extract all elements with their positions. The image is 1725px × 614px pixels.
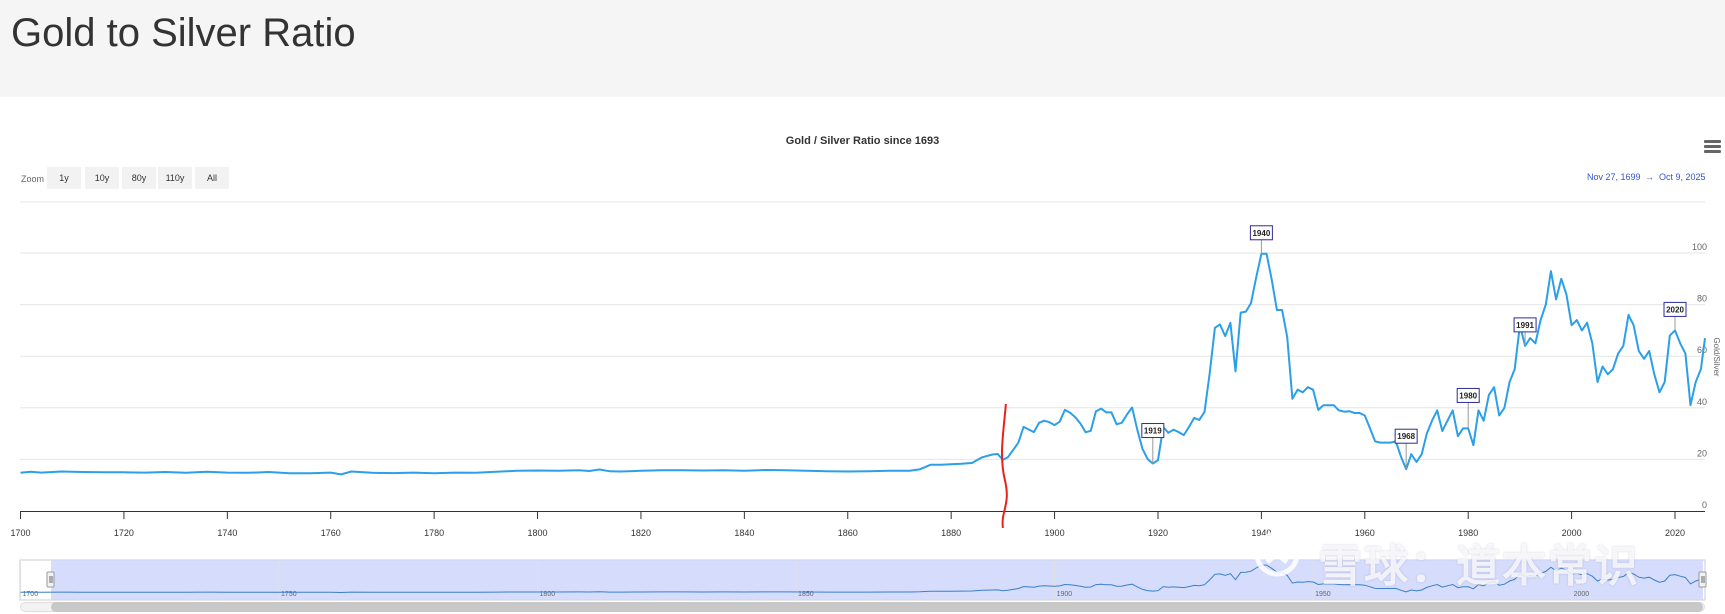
flag-1968: 1968 — [1394, 428, 1418, 470]
navigator-tick-label: 1950 — [1315, 591, 1331, 598]
navigator-tick-label: 1750 — [281, 591, 297, 598]
zoom-button-1y[interactable]: 1y — [47, 167, 81, 189]
flag-label: 2020 — [1666, 305, 1684, 314]
x-tick-label: 1840 — [734, 528, 754, 538]
flag-1991: 1991 — [1513, 317, 1537, 346]
range-from-input[interactable]: Nov 27, 1699 — [1587, 172, 1641, 182]
x-tick-label: 1880 — [941, 528, 961, 538]
navigator-tick-label: 1800 — [540, 591, 556, 598]
grid-lines — [20, 201, 1705, 460]
navigator-series — [20, 564, 1706, 594]
x-tick-label: 1900 — [1045, 528, 1065, 538]
flag-box — [1249, 225, 1273, 241]
y-tick-label: 40 — [1697, 397, 1707, 407]
x-tick-label: 2020 — [1665, 528, 1685, 538]
flag-2020: 2020 — [1663, 301, 1687, 331]
x-tick-label: 2000 — [1562, 528, 1582, 538]
flag-1940: 1940 — [1249, 225, 1273, 254]
flag-1919: 1919 — [1141, 423, 1165, 464]
page-header: Gold to Silver Ratio — [0, 0, 1725, 97]
flag-box — [1663, 301, 1687, 317]
scrollbar-thumb[interactable] — [51, 602, 1703, 612]
flag-label: 1980 — [1459, 391, 1477, 400]
x-tick-label: 1780 — [424, 528, 444, 538]
flag-1980: 1980 — [1456, 387, 1480, 429]
zoom-button-all[interactable]: All — [195, 167, 229, 189]
x-tick-label: 1960 — [1355, 528, 1375, 538]
zoom-button-110y[interactable]: 110y — [158, 167, 192, 189]
red-marker-line — [1001, 403, 1008, 529]
navigator-selection — [51, 560, 1703, 600]
y-tick-label: 100 — [1692, 242, 1707, 252]
x-tick-label: 1920 — [1148, 528, 1168, 538]
flag-label: 1940 — [1252, 229, 1270, 238]
chart-title: Gold / Silver Ratio since 1693 — [785, 135, 940, 147]
x-tick-label: 1760 — [321, 528, 341, 538]
flag-label: 1919 — [1144, 427, 1162, 436]
x-tick-label: 1860 — [838, 528, 858, 538]
flag-box — [1141, 423, 1165, 439]
zoom-button-80y[interactable]: 80y — [122, 167, 156, 189]
x-tick-label: 1820 — [631, 528, 651, 538]
range-arrow: → — [1645, 172, 1654, 182]
y-axis: 0 20 40 60 80 100 — [1692, 242, 1707, 510]
flag-box — [1456, 387, 1480, 403]
series-line[interactable] — [20, 252, 1706, 476]
range-to-input[interactable]: Oct 9, 2025 — [1659, 172, 1706, 182]
flag-box — [1394, 428, 1418, 444]
x-tick-label: 1700 — [11, 528, 31, 538]
flag-box — [1513, 317, 1537, 333]
x-tick-label: 1940 — [1251, 528, 1271, 538]
x-tick-label: 1720 — [114, 528, 134, 538]
page-title: Gold to Silver Ratio — [11, 11, 356, 55]
hamburger-menu-icon[interactable] — [1704, 140, 1721, 154]
y-tick-label: 80 — [1697, 294, 1707, 304]
y-tick-label: 60 — [1697, 345, 1707, 355]
navigator-tick-label: 2000 — [1574, 591, 1590, 598]
zoom-button-10y[interactable]: 10y — [85, 167, 119, 189]
x-axis: 1700 1720 1740 1760 1780 1800 1820 1840 1860 1880… — [11, 511, 1705, 538]
navigator[interactable]: 1700 1750 1800 1850 1900 1950 2000 — [19, 559, 1707, 601]
y-axis-label: Gold/Silver — [1712, 337, 1721, 376]
navigator-tick-label: 1850 — [798, 591, 814, 598]
flag-label: 1968 — [1397, 432, 1415, 441]
flag-label: 1991 — [1516, 321, 1534, 330]
x-tick-label: 1800 — [528, 528, 548, 538]
navigator-tick-label: 1900 — [1057, 591, 1073, 598]
y-tick-label: 0 — [1702, 500, 1707, 510]
flags: 1919 1940 1968 1980 1991 2020 — [1141, 225, 1687, 470]
zoom-label: Zoom — [21, 174, 45, 184]
y-tick-label: 20 — [1697, 448, 1707, 458]
navigator-tick-label: 1700 — [23, 591, 39, 598]
x-tick-label: 1980 — [1458, 528, 1478, 538]
x-tick-label: 1740 — [217, 528, 237, 538]
